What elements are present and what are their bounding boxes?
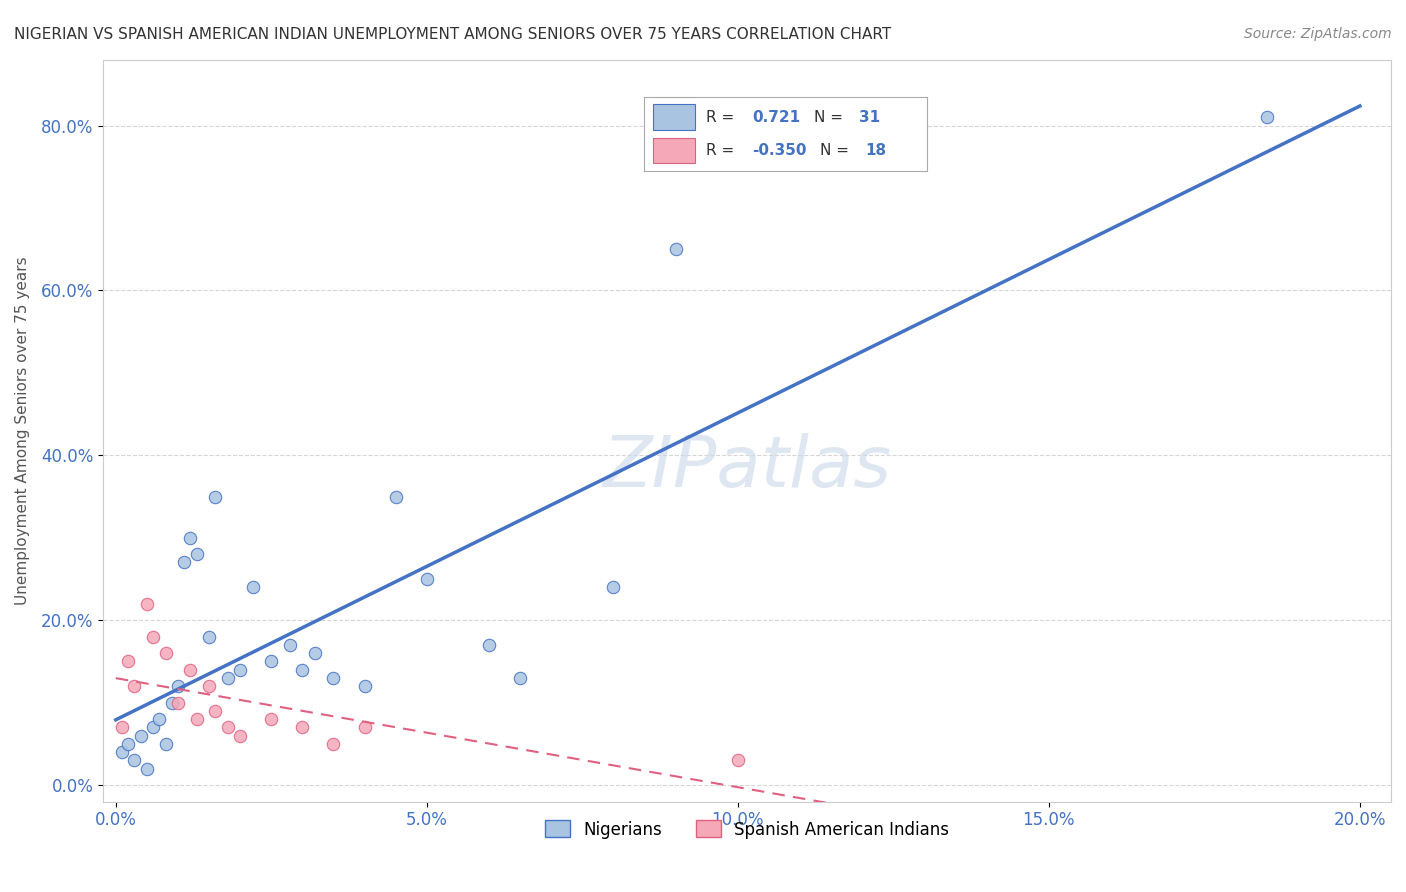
Point (167, 696, 190, 710)
Point (353, 720, 375, 734)
Y-axis label: Unemployment Among Seniors over 75 years: Unemployment Among Seniors over 75 years (15, 256, 30, 605)
Point (217, 671, 239, 685)
Point (124, 679, 146, 693)
Point (322, 737, 344, 751)
Point (322, 671, 344, 685)
Point (198, 630, 221, 644)
Point (353, 679, 375, 693)
Point (179, 663, 201, 677)
Point (117, 737, 139, 751)
Point (155, 646, 177, 660)
Point (186, 712, 208, 726)
Point (242, 580, 264, 594)
Point (204, 704, 226, 718)
Point (117, 655, 139, 669)
Point (179, 531, 201, 545)
Point (198, 679, 221, 693)
Point (602, 580, 624, 594)
Point (665, 242, 688, 256)
Point (478, 638, 501, 652)
Point (229, 729, 252, 743)
Point (142, 720, 165, 734)
Point (384, 490, 406, 504)
Point (291, 720, 314, 734)
Point (260, 712, 283, 726)
Point (229, 663, 252, 677)
Point (260, 655, 283, 669)
Text: Source: ZipAtlas.com: Source: ZipAtlas.com (1244, 27, 1392, 41)
Legend: Nigerians, Spanish American Indians: Nigerians, Spanish American Indians (538, 814, 956, 846)
Point (204, 490, 226, 504)
Text: NIGERIAN VS SPANISH AMERICAN INDIAN UNEMPLOYMENT AMONG SENIORS OVER 75 YEARS COR: NIGERIAN VS SPANISH AMERICAN INDIAN UNEM… (14, 27, 891, 42)
Text: ZIPatlas: ZIPatlas (603, 434, 891, 502)
Point (135, 597, 157, 611)
Point (148, 712, 170, 726)
Point (727, 753, 749, 767)
Point (167, 679, 190, 693)
Point (509, 671, 531, 685)
Point (291, 663, 314, 677)
Point (124, 753, 146, 767)
Point (155, 737, 177, 751)
Point (129, 729, 152, 743)
Point (135, 762, 157, 776)
Point (173, 556, 195, 570)
Point (416, 572, 439, 586)
Point (142, 630, 165, 644)
Point (1256, 111, 1278, 125)
Point (111, 720, 134, 734)
Point (111, 745, 134, 759)
Point (186, 547, 208, 561)
Point (304, 646, 326, 660)
Point (278, 638, 301, 652)
Point (160, 696, 183, 710)
Point (217, 720, 239, 734)
